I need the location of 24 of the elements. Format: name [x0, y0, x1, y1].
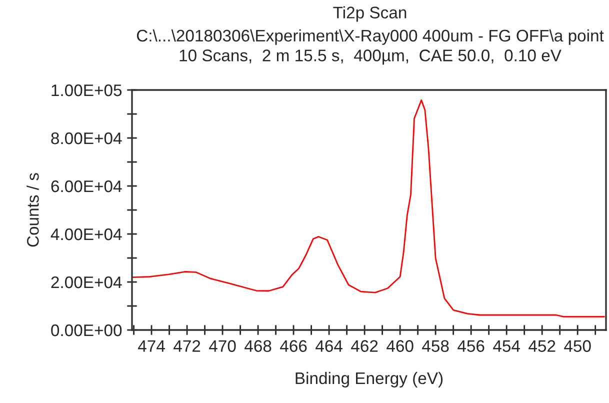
x-tick-label: 450 [564, 340, 591, 352]
y-tick-label: 8.00E+04 [51, 132, 122, 144]
x-tick-label: 468 [244, 340, 272, 352]
chart-title: Ti2p Scan [333, 6, 406, 22]
line-series [132, 99, 605, 318]
y-tick-label: 4.00E+04 [50, 228, 122, 240]
y-tick-label: 6.00E+04 [51, 180, 122, 192]
x-tick-label: 452 [528, 340, 556, 352]
x-tick-label: 454 [493, 340, 520, 352]
y-tick-label: 0.00E+00 [51, 324, 122, 336]
y-tick-label: 1.00E+05 [52, 84, 122, 96]
x-tick-label: 462 [351, 340, 378, 352]
y-axis-title: Counts / s [26, 173, 39, 247]
x-tick-label: 460 [386, 340, 414, 352]
x-tick-label: 456 [458, 340, 484, 352]
x-tick-label: 458 [422, 340, 449, 352]
x-tick-label: 466 [280, 340, 307, 352]
x-axis-title: Binding Energy (eV) [296, 372, 443, 388]
chart-subtitle: C:\...\20180306\Experiment\X-Ray000 400um - FG OFF\a point 10 Scans, 2 m 15.5 s, 400µm, CAE 50.0, 0.10 eV [136, 29, 604, 65]
y-tick-label: 2.00E+04 [51, 276, 122, 288]
x-tick-label: 472 [174, 340, 200, 352]
x-tick-label: 474 [138, 340, 165, 352]
x-tick-label: 464 [316, 340, 342, 352]
x-tick-label: 470 [209, 340, 236, 352]
